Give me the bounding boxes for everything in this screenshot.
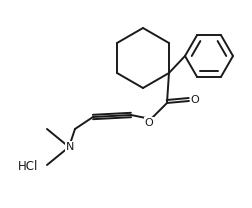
Text: O: O [190, 95, 199, 105]
Text: O: O [144, 118, 153, 128]
Text: HCl: HCl [18, 160, 38, 172]
Text: N: N [66, 142, 74, 152]
